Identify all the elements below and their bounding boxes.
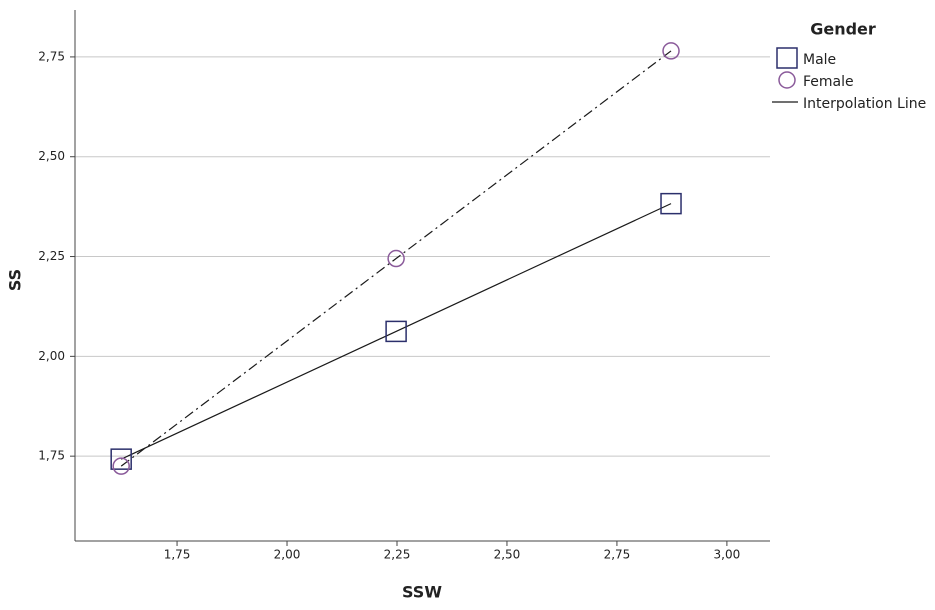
point <box>110 448 132 470</box>
legend-title: Gender <box>810 20 876 39</box>
x-tick-label: 2,00 <box>274 548 301 562</box>
x-tick-label: 2,25 <box>384 548 411 562</box>
point <box>662 42 680 60</box>
legend-label: Female <box>803 74 854 90</box>
y-tick-label: 2,50 <box>38 149 65 163</box>
interpolation-line <box>120 50 672 467</box>
x-tick-label: 2,75 <box>604 548 631 562</box>
y-tick-label: 2,75 <box>38 49 65 63</box>
point <box>385 320 407 343</box>
point <box>660 192 682 215</box>
x-tick-label: 3,00 <box>714 548 741 562</box>
y-tick-label: 1,75 <box>38 449 65 463</box>
point <box>112 457 130 475</box>
y-tick-label: 2,00 <box>38 349 65 363</box>
legend-label: Male <box>803 52 836 68</box>
x-axis-label: SSW <box>402 583 442 602</box>
legend-label: Interpolation Line <box>803 96 926 112</box>
y-axis-label: SS <box>6 269 25 291</box>
x-tick-label: 2,50 <box>494 548 521 562</box>
legend-marker <box>776 47 798 69</box>
interpolation-line <box>120 203 672 460</box>
point <box>387 249 405 268</box>
x-tick-label: 1,75 <box>164 548 191 562</box>
y-tick-label: 2,25 <box>38 249 65 263</box>
legend-marker <box>778 71 796 89</box>
